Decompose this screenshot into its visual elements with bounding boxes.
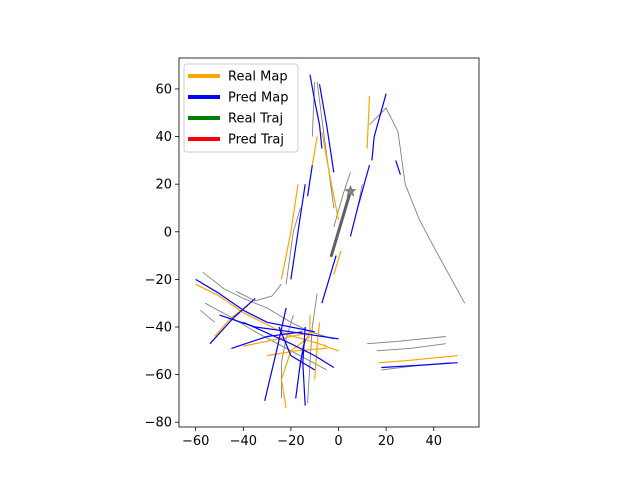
real-map-line-23 xyxy=(280,184,299,280)
pred-map-line-45 xyxy=(278,326,316,371)
x-tick-label: −40 xyxy=(230,434,257,449)
ego-star-marker xyxy=(344,184,357,197)
real-map-line-22 xyxy=(324,345,339,352)
pred-map-line-30 xyxy=(318,84,335,173)
y-tick-label: 20 xyxy=(155,178,172,193)
context-line-11 xyxy=(316,81,335,209)
context-line-5 xyxy=(200,309,215,323)
y-tick-label: 60 xyxy=(155,82,172,97)
y-tick-label: −20 xyxy=(145,273,172,288)
legend: Real Map Pred Map Real Traj Pred Traj xyxy=(183,63,299,153)
trajectory-line xyxy=(329,189,352,258)
legend-label-real-traj: Real Traj xyxy=(228,112,283,127)
legend-label-pred-traj: Pred Traj xyxy=(228,133,284,148)
x-tick-label: 20 xyxy=(378,434,395,449)
context-line-1 xyxy=(367,336,446,345)
x-tick-label: −60 xyxy=(182,434,209,449)
context-line-10 xyxy=(285,207,301,285)
context-line-0 xyxy=(369,107,466,304)
real-map-line-19 xyxy=(280,336,311,409)
real-map-line-26 xyxy=(366,96,371,149)
real-map-line-21 xyxy=(314,322,321,380)
data-layer xyxy=(195,74,466,409)
pred-map-line-36 xyxy=(321,255,337,304)
real-map-line-28 xyxy=(378,355,458,364)
y-tick-label: 0 xyxy=(164,225,172,240)
pred-map-line-44 xyxy=(295,338,306,399)
context-line-7 xyxy=(235,283,282,302)
x-tick-label: −20 xyxy=(277,434,304,449)
pred-map-line-46 xyxy=(381,362,458,369)
context-line-14 xyxy=(311,81,316,137)
y-tick-label: 40 xyxy=(155,130,172,145)
y-tick-label: −60 xyxy=(145,368,172,383)
series-group xyxy=(195,74,466,409)
pred-map-line-33 xyxy=(371,93,387,161)
pred-map-line-32 xyxy=(307,165,313,197)
x-tick-label: 40 xyxy=(425,434,442,449)
pred-map-line-38 xyxy=(209,297,256,345)
context-line-12 xyxy=(333,172,351,228)
pred-map-line-34 xyxy=(349,164,371,237)
pred-map-line-31 xyxy=(290,184,306,280)
legend-label-real-map: Real Map xyxy=(228,70,288,85)
pred-map-line-41 xyxy=(243,321,335,369)
pred-map-line-37 xyxy=(195,278,315,333)
real-map-line-25 xyxy=(311,136,318,166)
real-map-line-15 xyxy=(195,283,327,347)
context-line-2 xyxy=(376,343,446,352)
y-tick-label: −80 xyxy=(145,416,172,431)
pred-map-line-29 xyxy=(309,74,323,149)
pred-map-line-39 xyxy=(219,314,339,340)
x-tick-label: 0 xyxy=(334,434,342,449)
legend-frame xyxy=(183,63,299,153)
real-map-line-27 xyxy=(333,250,342,275)
pred-map-line-35 xyxy=(395,160,401,175)
pred-map-line-40 xyxy=(231,331,303,349)
axes-layer: −60 −40 −20 0 20 40 −80 −60 −40 −20 0 20 40 60 xyxy=(145,57,480,449)
y-tick-label: −40 xyxy=(145,321,172,336)
context-line-9 xyxy=(307,293,318,404)
legend-label-pred-map: Pred Map xyxy=(228,91,289,106)
axes-frame xyxy=(178,57,480,428)
pred-map-line-42 xyxy=(264,307,287,401)
real-map-line-24 xyxy=(321,131,340,221)
